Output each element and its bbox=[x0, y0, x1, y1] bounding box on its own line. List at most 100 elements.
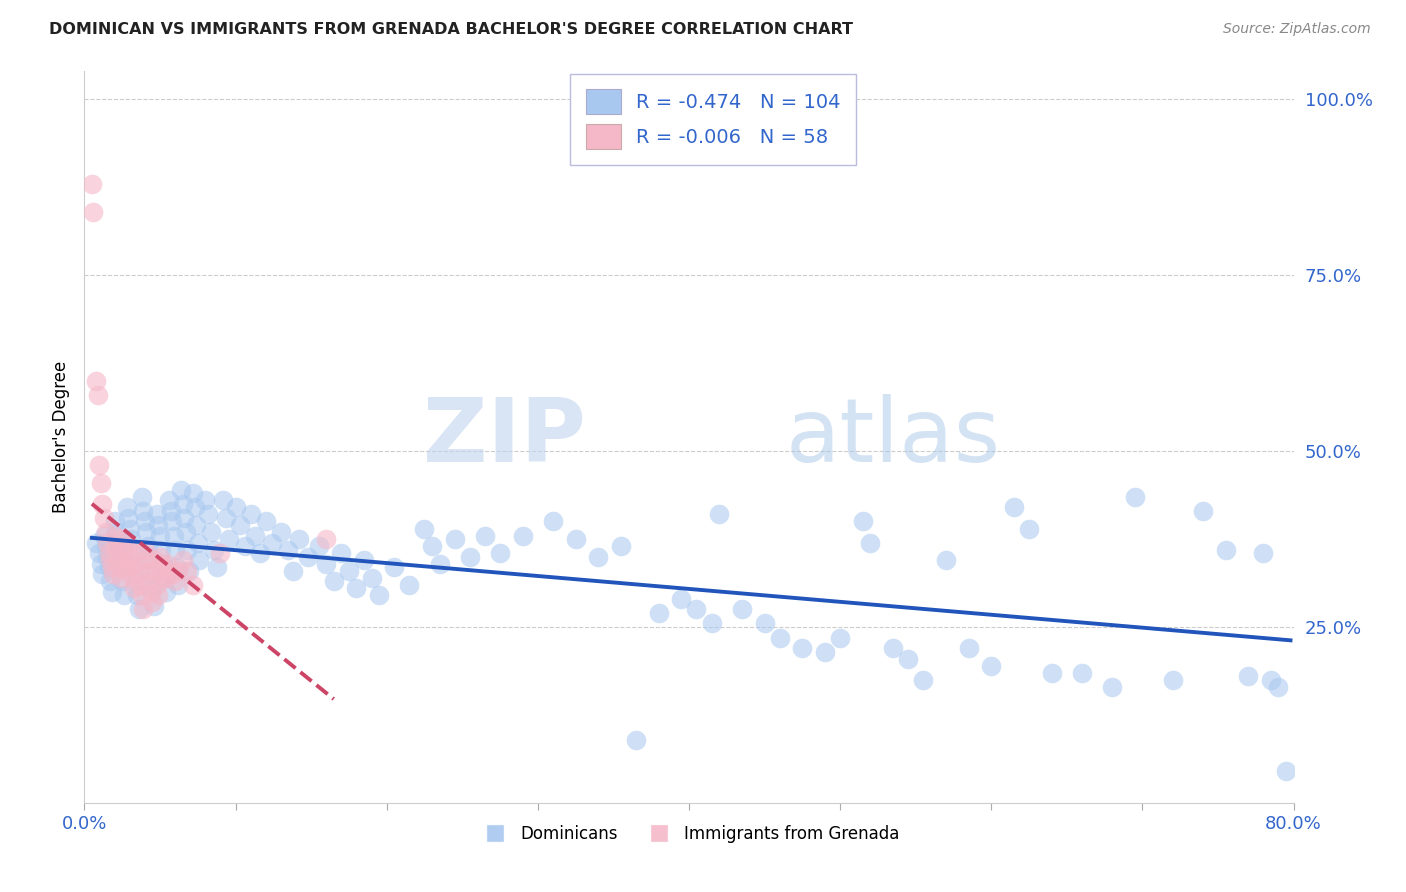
Point bbox=[104, 528, 127, 542]
Point bbox=[162, 528, 184, 542]
Point bbox=[368, 588, 391, 602]
Point bbox=[1101, 680, 1123, 694]
Point bbox=[624, 732, 647, 747]
Point bbox=[648, 606, 671, 620]
Point bbox=[115, 500, 138, 515]
Y-axis label: Bachelor's Degree: Bachelor's Degree bbox=[52, 361, 70, 513]
Point bbox=[98, 553, 121, 567]
Point bbox=[1123, 490, 1146, 504]
Point bbox=[120, 532, 142, 546]
Point bbox=[1071, 665, 1094, 680]
Point bbox=[145, 564, 167, 578]
Point bbox=[360, 571, 382, 585]
Point bbox=[1018, 521, 1040, 535]
Point bbox=[139, 567, 162, 582]
Point bbox=[1040, 665, 1063, 680]
Point bbox=[139, 584, 162, 599]
Point bbox=[146, 578, 169, 592]
Point bbox=[209, 546, 232, 560]
Point bbox=[176, 564, 198, 578]
Point bbox=[131, 588, 153, 602]
Point bbox=[859, 535, 882, 549]
Point bbox=[173, 511, 195, 525]
Point bbox=[176, 542, 198, 557]
Text: DOMINICAN VS IMMIGRANTS FROM GRENADA BACHELOR'S DEGREE CORRELATION CHART: DOMINICAN VS IMMIGRANTS FROM GRENADA BAC… bbox=[49, 22, 853, 37]
Point bbox=[152, 571, 174, 585]
Point bbox=[136, 564, 159, 578]
Point bbox=[149, 549, 172, 564]
Point bbox=[159, 504, 181, 518]
Point bbox=[202, 542, 225, 557]
Point bbox=[1275, 764, 1298, 779]
Point bbox=[112, 588, 135, 602]
Point bbox=[86, 535, 108, 549]
Point bbox=[852, 515, 875, 529]
Point bbox=[489, 546, 512, 560]
Point bbox=[80, 177, 103, 191]
Point bbox=[118, 521, 141, 535]
Point bbox=[121, 571, 143, 585]
Point bbox=[315, 557, 337, 571]
Point bbox=[91, 567, 114, 582]
Point bbox=[187, 535, 209, 549]
Point bbox=[382, 560, 405, 574]
Point bbox=[814, 644, 837, 658]
Point bbox=[330, 546, 353, 560]
Point bbox=[90, 475, 112, 490]
Point bbox=[97, 560, 120, 574]
Point bbox=[443, 532, 465, 546]
Point bbox=[172, 497, 194, 511]
Point bbox=[134, 542, 156, 557]
Point bbox=[129, 578, 152, 592]
Point bbox=[671, 591, 693, 606]
Point bbox=[93, 511, 115, 525]
Legend: Dominicans, Immigrants from Grenada: Dominicans, Immigrants from Grenada bbox=[471, 818, 907, 849]
Point bbox=[315, 532, 337, 546]
Point bbox=[142, 599, 165, 613]
Point bbox=[135, 524, 157, 539]
Point bbox=[207, 560, 229, 574]
Point bbox=[270, 524, 292, 539]
Point bbox=[89, 546, 111, 560]
Point bbox=[792, 641, 814, 656]
Point bbox=[127, 557, 149, 571]
Point bbox=[212, 493, 235, 508]
Point bbox=[260, 535, 283, 549]
Point bbox=[249, 546, 271, 560]
Point bbox=[610, 539, 633, 553]
Point bbox=[118, 549, 141, 564]
Point bbox=[142, 553, 165, 567]
Point bbox=[98, 574, 121, 589]
Point bbox=[229, 518, 252, 533]
Point bbox=[1215, 542, 1237, 557]
Point bbox=[172, 553, 194, 567]
Point bbox=[86, 374, 108, 388]
Point bbox=[100, 584, 122, 599]
Point bbox=[97, 546, 120, 560]
Point bbox=[337, 564, 360, 578]
Point bbox=[181, 486, 204, 500]
Point bbox=[1260, 673, 1282, 687]
Point bbox=[218, 532, 240, 546]
Point bbox=[131, 490, 153, 504]
Point bbox=[1267, 680, 1289, 694]
Point bbox=[420, 539, 443, 553]
Point bbox=[912, 673, 935, 687]
Point bbox=[170, 483, 193, 497]
Point bbox=[120, 560, 142, 574]
Point bbox=[101, 567, 124, 582]
Point bbox=[541, 515, 564, 529]
Point bbox=[135, 553, 157, 567]
Point bbox=[731, 602, 754, 616]
Point bbox=[122, 560, 145, 574]
Point bbox=[413, 521, 436, 535]
Point bbox=[111, 532, 134, 546]
Point bbox=[233, 539, 256, 553]
Point bbox=[174, 524, 197, 539]
Point bbox=[150, 542, 173, 557]
Point bbox=[200, 524, 222, 539]
Point bbox=[141, 582, 163, 596]
Point bbox=[117, 539, 139, 553]
Point bbox=[685, 602, 707, 616]
Point bbox=[160, 515, 183, 529]
